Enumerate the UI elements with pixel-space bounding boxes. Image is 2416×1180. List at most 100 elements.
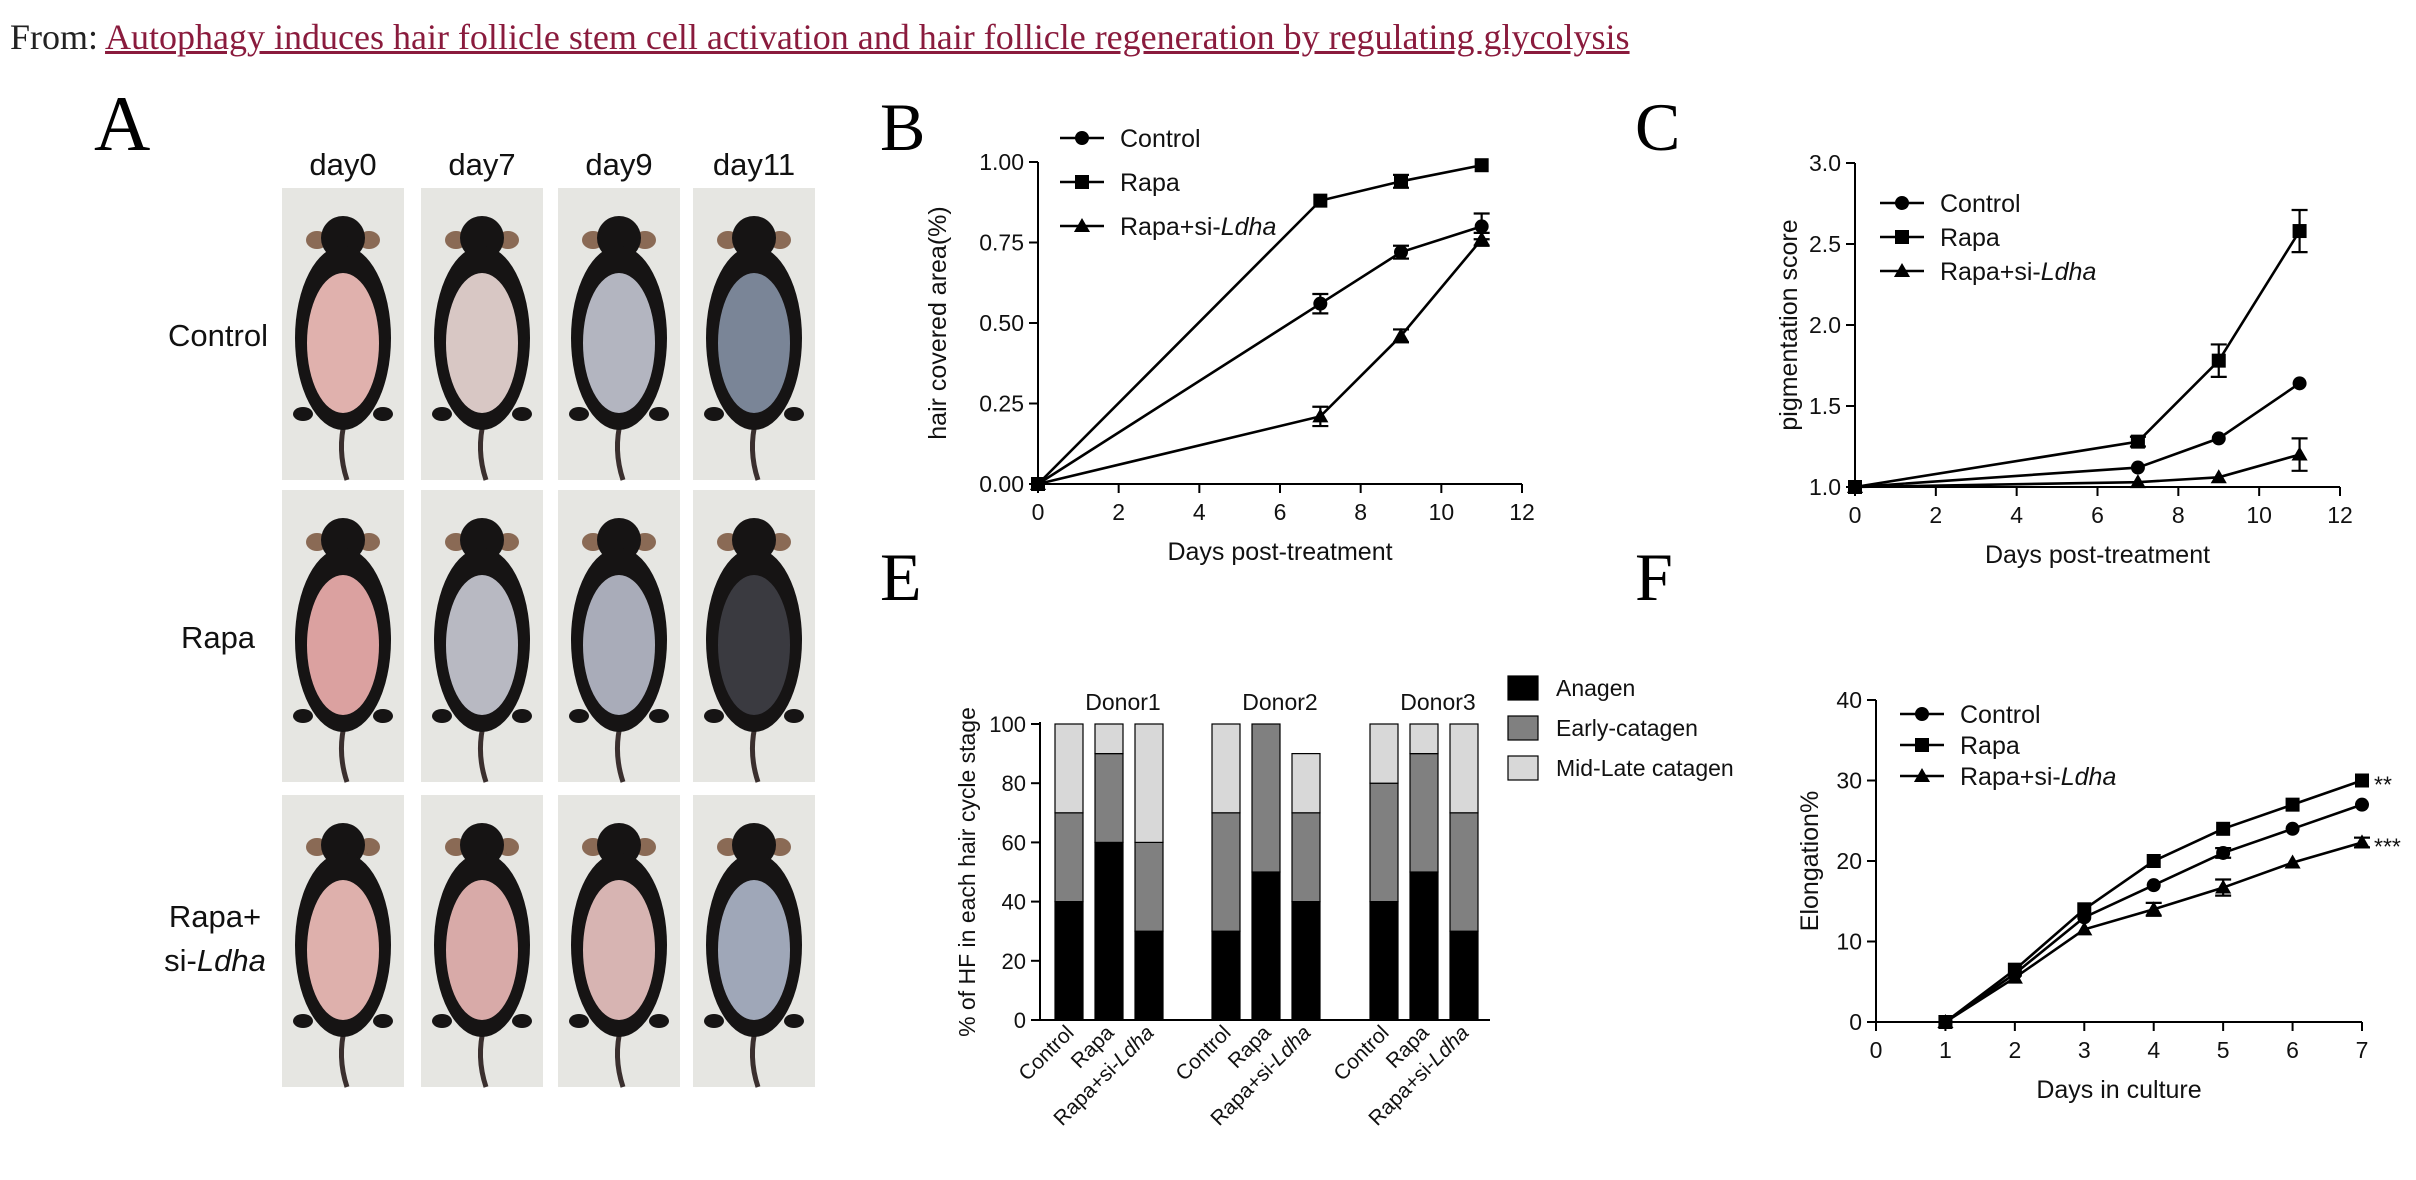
bar-segment (1211, 930, 1241, 1021)
data-point (2210, 469, 2227, 484)
panel-letter-f: F (1635, 539, 1673, 615)
mouse-foot (293, 709, 313, 723)
x-tick-label: 4 (2010, 502, 2023, 528)
legend-marker (1915, 738, 1929, 752)
x-tick-label: 0 (1849, 502, 1862, 528)
data-point (2006, 969, 2023, 984)
mouse-foot (512, 407, 532, 421)
legend-label-plain: Rapa+si- (1120, 213, 1221, 241)
data-point (1937, 1013, 1954, 1028)
data-point (1474, 219, 1489, 234)
panel-letter-a: A (94, 80, 150, 167)
data-point (2292, 224, 2307, 239)
data-point (2285, 797, 2300, 812)
legend-label-plain: Control (1960, 701, 2041, 729)
series-line (1037, 225, 1483, 486)
series-line (1854, 230, 2301, 489)
legend-label: Control (1960, 701, 2041, 729)
day-label: day9 (585, 147, 652, 182)
data-point (2216, 845, 2231, 860)
bar-segment (1094, 723, 1124, 755)
data-point (2130, 434, 2145, 449)
y-tick-label: 100 (989, 712, 1026, 737)
bar-segment (1134, 841, 1164, 932)
bar-segment (1409, 723, 1439, 755)
x-tick-label: 7 (2356, 1037, 2369, 1063)
bar-segment (1211, 812, 1241, 932)
series-line (1037, 163, 1482, 485)
y-tick-label: 0.00 (979, 471, 1024, 497)
x-tick-label: 0 (1032, 499, 1045, 525)
legend-label-plain: Rapa (1960, 732, 2020, 760)
x-axis-label: Days in culture (2036, 1076, 2201, 1104)
legend-swatch (1507, 755, 1539, 781)
article-title-link[interactable]: Autophagy induces hair follicle stem cel… (105, 17, 1630, 57)
legend-label: Early-catagen (1556, 715, 1698, 741)
legend-label: Rapa (1960, 732, 2020, 760)
mouse-foot (569, 709, 589, 723)
mouse-foot (784, 407, 804, 421)
x-tick-label: 2 (1929, 502, 1942, 528)
mouse-foot (432, 1014, 452, 1028)
data-point (2076, 921, 2093, 936)
bar-segment (1409, 752, 1439, 873)
mouse-foot (432, 709, 452, 723)
mouse-foot (512, 1014, 532, 1028)
x-tick-label: 2 (1112, 499, 1125, 525)
legend-label-plain: Rapa (1940, 224, 2000, 252)
bar-segment (1409, 871, 1439, 1021)
donor-label: Donor1 (1085, 689, 1160, 715)
data-point (2077, 902, 2092, 917)
y-tick-label: 2.0 (1809, 312, 1841, 338)
bar-segment (1449, 930, 1479, 1021)
y-axis-label: % of HF in each hair cycle stage (954, 707, 980, 1037)
bar-segment (1094, 752, 1124, 843)
mouse-shaved-skin (307, 273, 379, 413)
day-label: day7 (448, 147, 515, 182)
bar-segment (1291, 812, 1321, 903)
y-axis-label: Elongation% (1796, 791, 1824, 931)
data-point (2215, 879, 2232, 894)
row-label: Rapa (181, 620, 256, 655)
significance-annotation: *** (2374, 833, 2401, 859)
mouse-photo (421, 188, 543, 481)
series-line (1037, 238, 1483, 486)
series-triangle (1029, 231, 1490, 490)
mouse-shaved-skin (718, 273, 790, 413)
mouse-photo (558, 795, 680, 1088)
legend-label: Control (1120, 125, 1201, 153)
bar-segment (1134, 723, 1164, 844)
series-triangle (1846, 437, 2308, 493)
mouse-shaved-skin (446, 880, 518, 1020)
mouse-photo (693, 795, 815, 1088)
y-tick-label: 0.75 (979, 230, 1024, 256)
mouse-shaved-skin (718, 575, 790, 715)
y-tick-label: 10 (1836, 929, 1862, 955)
donor-label: Donor2 (1242, 689, 1317, 715)
x-tick-label: 10 (2246, 502, 2272, 528)
data-point (2353, 834, 2371, 849)
legend-label: Rapa (1120, 169, 1180, 197)
donor-label: Donor3 (1400, 689, 1475, 715)
series-circle (1031, 212, 1490, 491)
x-axis-label: Days post-treatment (1167, 538, 1392, 566)
mouse-foot (569, 407, 589, 421)
panel-e-chart: 0 20 40 60 80 100 % of HF in each hair cycle s… (954, 675, 1734, 1130)
y-tick-label: 1.5 (1809, 393, 1841, 419)
data-point (1394, 245, 1408, 260)
data-point (1846, 478, 1864, 493)
row-label-2-plain: si- (164, 943, 197, 978)
data-point (2285, 821, 2300, 836)
legend-label-plain: Rapa (1120, 169, 1180, 197)
legend-label: Mid-Late catagen (1556, 755, 1734, 781)
legend-label-plain: Control (1940, 190, 2021, 218)
x-tick-label: 4 (2147, 1037, 2160, 1063)
x-tick-label: 6 (2286, 1037, 2299, 1063)
series-triangle (1937, 834, 2371, 1028)
legend-marker (1895, 196, 1909, 210)
panel-letter-c: C (1635, 89, 1680, 165)
y-tick-label: 40 (1002, 890, 1026, 915)
data-point (2146, 878, 2161, 893)
y-axis-label: hair covered area(%) (924, 206, 952, 439)
data-point (2145, 901, 2162, 916)
